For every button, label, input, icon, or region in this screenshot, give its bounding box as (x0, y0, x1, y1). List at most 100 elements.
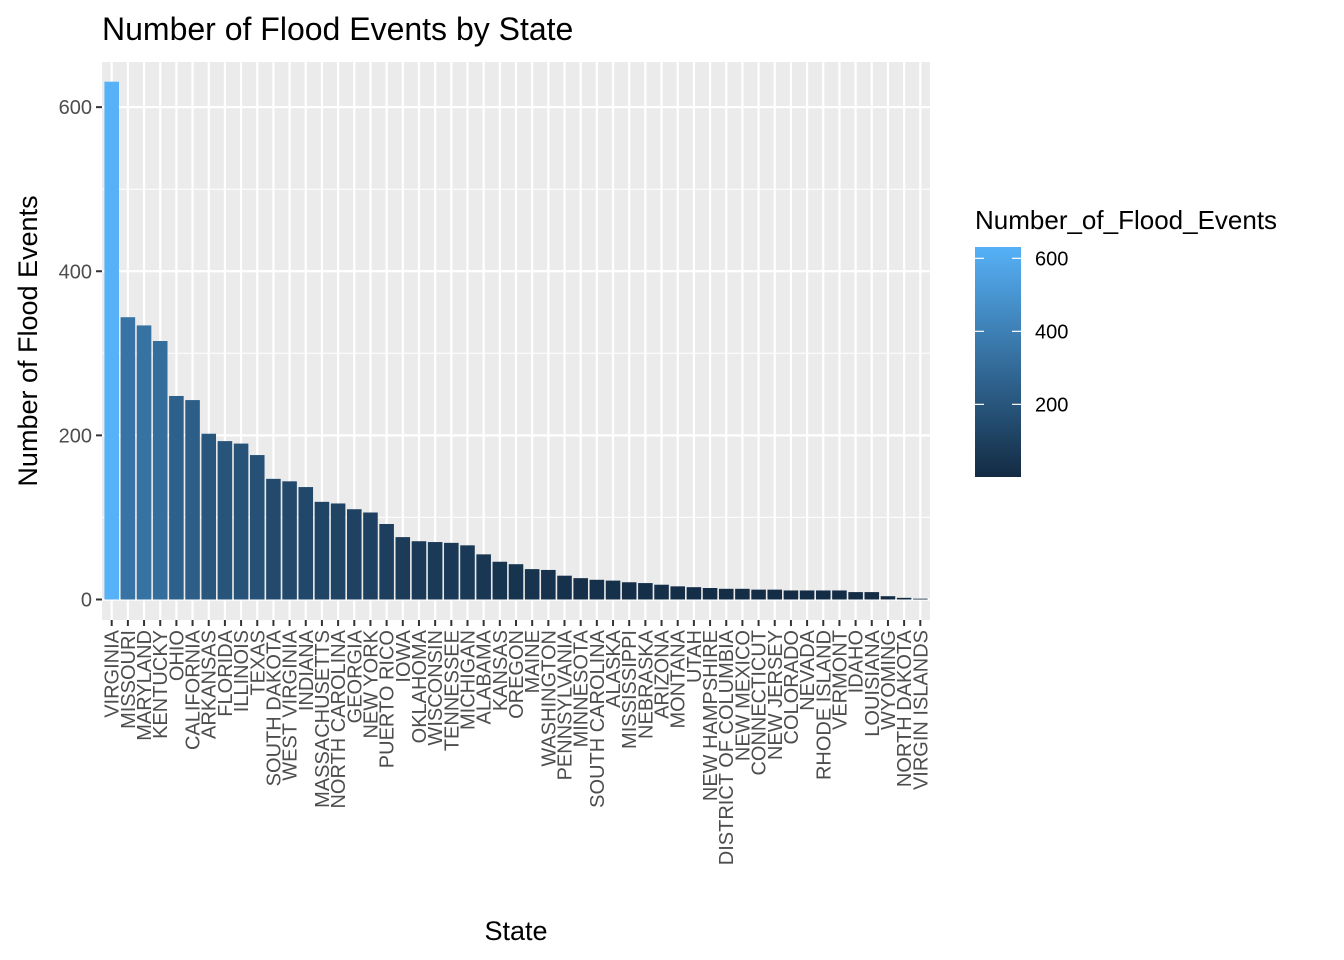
bar (832, 590, 847, 600)
x-tick-label: VERMONT (829, 630, 851, 730)
x-tick-label: ALABAMA (474, 629, 496, 724)
x-tick-label: MONTANA (668, 629, 690, 728)
bar (476, 554, 491, 600)
x-tick-label: SOUTH DAKOTA (263, 629, 285, 786)
x-tick-label: WEST VIRGINIA (280, 629, 302, 780)
y-tick-label: 200 (59, 425, 92, 447)
bar (621, 582, 637, 600)
x-tick-label: NEW HAMPSHIRE (700, 630, 722, 801)
bar (880, 596, 896, 600)
bar (136, 325, 152, 600)
bar (444, 542, 459, 600)
x-tick-label: NEW YORK (360, 629, 382, 738)
x-tick-label: UTAH (684, 630, 706, 683)
y-axis-title: Number of Flood Events (13, 195, 43, 486)
x-tick-label: ARKANSAS (199, 630, 221, 739)
bar (104, 81, 119, 600)
x-tick-label: NEVADA (797, 629, 819, 710)
bar (411, 541, 427, 600)
x-tick-label: IOWA (393, 629, 415, 682)
bar (524, 569, 540, 600)
bar (492, 561, 508, 600)
bar (605, 580, 621, 600)
x-tick-label: ILLINOIS (231, 630, 253, 712)
bar (654, 584, 669, 600)
x-tick-label: OREGON (506, 630, 528, 719)
x-tick-label: CONNECTICUT (749, 630, 771, 776)
x-tick-label: WISCONSIN (425, 630, 447, 746)
x-tick-label: LOUISIANA (862, 629, 884, 736)
x-tick-label: MISSOURI (118, 630, 140, 729)
bar (508, 564, 524, 600)
x-tick-label: MICHIGAN (457, 630, 479, 730)
x-tick-label: KANSAS (490, 630, 512, 711)
y-tick-label: 0 (81, 589, 92, 611)
x-tick-label: VIRGINIA (102, 629, 124, 717)
x-tick-label: NORTH DAKOTA (894, 629, 916, 787)
bar (799, 590, 815, 600)
legend-tick-label: 200 (1035, 394, 1068, 416)
legend: Number_of_Flood_Events 200 400 600 (975, 205, 1277, 477)
bar (767, 589, 783, 600)
x-tick-label: OKLAHOMA (409, 629, 431, 743)
x-tick-label: COLORADO (781, 630, 803, 744)
legend-ticks: 200 400 600 (975, 248, 1068, 416)
bar (298, 487, 314, 600)
bar (169, 395, 184, 600)
x-tick-label: SOUTH CAROLINA (587, 629, 609, 807)
bar (185, 400, 200, 600)
bar (460, 545, 475, 600)
bar (249, 455, 265, 600)
bar (848, 592, 863, 600)
bar (896, 597, 912, 600)
bar (266, 478, 281, 600)
bar (330, 503, 346, 600)
x-tick-label: PENNSYLVANIA (555, 629, 577, 780)
bar (686, 587, 702, 600)
x-tick-label: RHODE ISLAND (813, 630, 835, 780)
x-tick-label: KENTUCKY (150, 630, 172, 739)
x-tick-label: FLORIDA (215, 629, 237, 716)
x-tick-label: MARYLAND (134, 630, 156, 741)
x-tick-label: MINNESOTA (571, 629, 593, 747)
x-tick-label: MAINE (522, 630, 544, 693)
x-axis-title: State (484, 916, 547, 946)
bar (314, 501, 330, 600)
x-tick-label: GEORGIA (344, 629, 366, 723)
bar (120, 317, 136, 600)
y-axis: 0 200 400 600 (59, 97, 102, 611)
x-tick-label: NEBRASKA (635, 629, 657, 739)
bar (751, 589, 766, 600)
x-tick-label: IDAHO (846, 630, 868, 693)
legend-title: Number_of_Flood_Events (975, 205, 1277, 235)
bar (282, 481, 297, 600)
bar (557, 575, 572, 600)
x-tick-label: ALASKA (603, 629, 625, 707)
bar (347, 509, 362, 600)
x-tick-label: NORTH CAROLINA (328, 629, 350, 808)
x-tick-label: WYOMING (878, 630, 900, 730)
bar (815, 590, 831, 600)
bar (735, 588, 750, 600)
legend-tick-label: 600 (1035, 248, 1068, 270)
x-tick-label: WASHINGTON (538, 630, 560, 767)
x-tick-label: MISSISSIPPI (619, 630, 641, 749)
x-tick-label: CALIFORNIA (183, 629, 205, 750)
bar (233, 443, 249, 600)
chart-title: Number of Flood Events by State (102, 11, 573, 47)
bar (363, 512, 378, 600)
x-tick-label: MASSACHUSETTS (312, 630, 334, 808)
bar (541, 569, 556, 600)
x-tick-label: TENNESSEE (441, 630, 463, 751)
bars (104, 81, 928, 600)
bar (589, 579, 605, 600)
y-tick-label: 400 (59, 261, 92, 283)
bar (395, 537, 411, 600)
bar (201, 433, 217, 600)
x-tick-label: TEXAS (247, 630, 269, 696)
bar (670, 586, 685, 600)
legend-tick-label: 400 (1035, 321, 1068, 343)
bar (718, 588, 734, 600)
bar (864, 592, 880, 600)
